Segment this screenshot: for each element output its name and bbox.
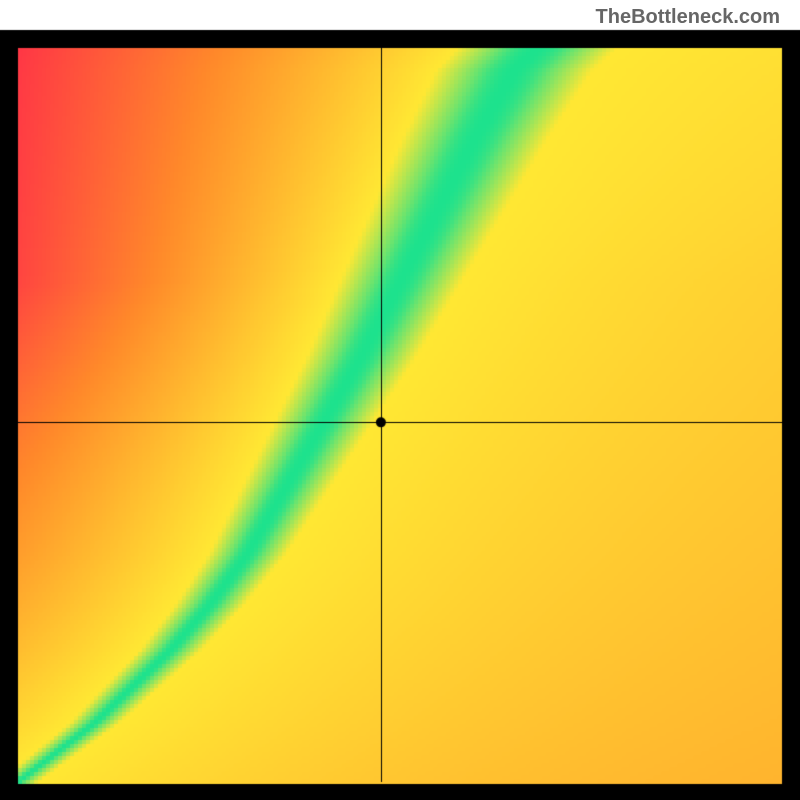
watermark-text: TheBottleneck.com bbox=[596, 6, 780, 29]
heatmap-canvas bbox=[0, 0, 800, 800]
chart-container: TheBottleneck.com bbox=[0, 0, 800, 800]
